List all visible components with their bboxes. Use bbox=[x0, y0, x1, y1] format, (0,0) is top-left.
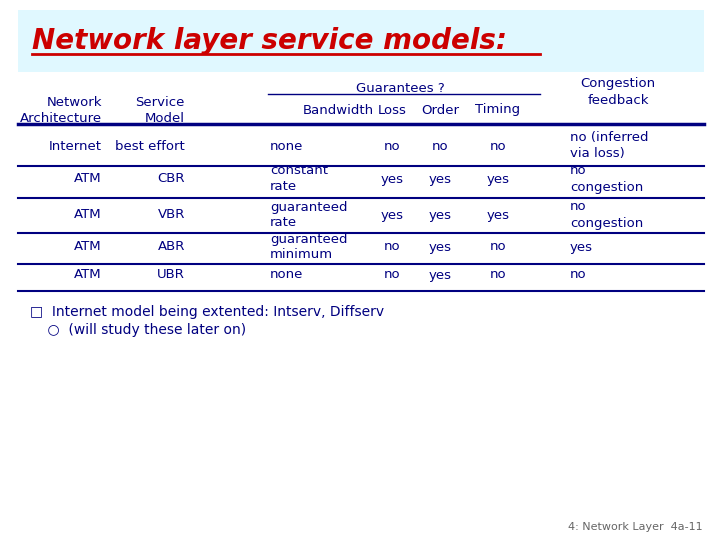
Text: no: no bbox=[490, 268, 506, 281]
Text: no
congestion: no congestion bbox=[570, 200, 643, 230]
Text: Order: Order bbox=[421, 104, 459, 117]
Text: Congestion
feedback: Congestion feedback bbox=[580, 78, 656, 106]
Text: no: no bbox=[490, 240, 506, 253]
Text: best effort: best effort bbox=[115, 139, 185, 152]
Text: yes: yes bbox=[380, 208, 403, 221]
Text: ATM: ATM bbox=[74, 208, 102, 221]
Text: no: no bbox=[432, 139, 449, 152]
Text: no (inferred
via loss): no (inferred via loss) bbox=[570, 132, 649, 160]
Text: none: none bbox=[270, 268, 303, 281]
Text: ○  (will study these later on): ○ (will study these later on) bbox=[30, 323, 246, 337]
FancyBboxPatch shape bbox=[18, 10, 704, 72]
Text: yes: yes bbox=[428, 268, 451, 281]
Text: ABR: ABR bbox=[158, 240, 185, 253]
Text: yes: yes bbox=[487, 172, 510, 186]
Text: no
congestion: no congestion bbox=[570, 165, 643, 193]
Text: yes: yes bbox=[487, 208, 510, 221]
Text: no: no bbox=[570, 268, 587, 281]
Text: Loss: Loss bbox=[377, 104, 406, 117]
Text: yes: yes bbox=[428, 208, 451, 221]
Text: Timing: Timing bbox=[475, 104, 521, 117]
Text: Network
Architecture: Network Architecture bbox=[20, 96, 102, 125]
Text: no: no bbox=[384, 240, 400, 253]
Text: no: no bbox=[490, 139, 506, 152]
Text: guaranteed
rate: guaranteed rate bbox=[270, 200, 348, 230]
Text: Guarantees ?: Guarantees ? bbox=[356, 82, 445, 94]
Text: VBR: VBR bbox=[158, 208, 185, 221]
Text: □  Internet model being extented: Intserv, Diffserv: □ Internet model being extented: Intserv… bbox=[30, 305, 384, 319]
Text: ATM: ATM bbox=[74, 268, 102, 281]
Text: CBR: CBR bbox=[158, 172, 185, 186]
Text: UBR: UBR bbox=[157, 268, 185, 281]
Text: Bandwidth: Bandwidth bbox=[303, 104, 374, 117]
Text: guaranteed
minimum: guaranteed minimum bbox=[270, 233, 348, 261]
Text: ATM: ATM bbox=[74, 172, 102, 186]
Text: yes: yes bbox=[570, 240, 593, 253]
Text: no: no bbox=[384, 268, 400, 281]
Text: 4: Network Layer  4a-11: 4: Network Layer 4a-11 bbox=[568, 522, 703, 532]
Text: Service
Model: Service Model bbox=[135, 96, 185, 125]
Text: none: none bbox=[270, 139, 303, 152]
Text: yes: yes bbox=[428, 172, 451, 186]
Text: Network layer service models:: Network layer service models: bbox=[32, 27, 507, 55]
Text: no: no bbox=[384, 139, 400, 152]
Text: yes: yes bbox=[428, 240, 451, 253]
Text: constant
rate: constant rate bbox=[270, 165, 328, 193]
Text: Internet: Internet bbox=[49, 139, 102, 152]
Text: ATM: ATM bbox=[74, 240, 102, 253]
Text: yes: yes bbox=[380, 172, 403, 186]
